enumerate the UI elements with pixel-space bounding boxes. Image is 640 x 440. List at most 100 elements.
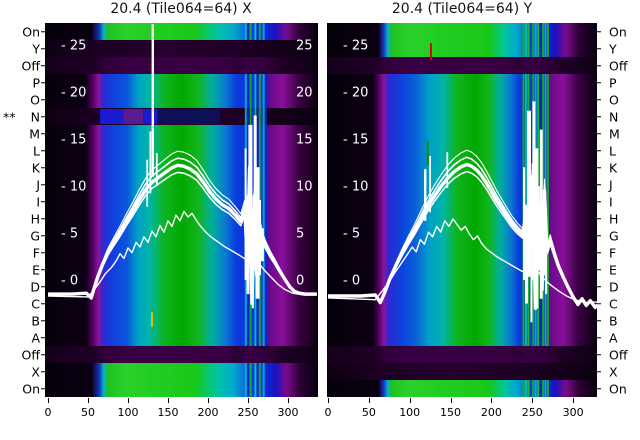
row-label-right: On xyxy=(609,381,627,396)
row-tick-left xyxy=(41,302,45,305)
row-label-left: Off xyxy=(21,347,40,362)
row-tick-right xyxy=(597,149,601,152)
row-label-left: B xyxy=(31,313,40,328)
row-label-left: Y xyxy=(32,41,40,56)
row-tick-right xyxy=(597,234,601,237)
row-tick-right xyxy=(597,47,601,50)
row-tick-right xyxy=(597,387,601,390)
x-tick-mark xyxy=(491,398,493,403)
row-tick-right xyxy=(597,285,601,288)
y-tick-label-inner-right: 25 xyxy=(296,39,313,54)
x-tick-mark xyxy=(368,398,370,403)
row-tick-left xyxy=(41,319,45,322)
x-tick-label: 150 xyxy=(157,406,179,419)
row-tick-left xyxy=(41,234,45,237)
x-tick-mark xyxy=(532,398,534,403)
row-tick-right xyxy=(597,302,601,305)
row-label-right: M xyxy=(609,126,620,141)
row-tick-right xyxy=(597,251,601,254)
x-tick-mark xyxy=(288,398,289,403)
x-tick-label: 300 xyxy=(277,406,299,419)
row-tick-left xyxy=(41,336,45,339)
row-label-right: B xyxy=(609,313,618,328)
y-tick-label-inner-right: 20 xyxy=(296,86,313,101)
row-label-right: On xyxy=(609,24,627,39)
row-label-right: Y xyxy=(609,41,617,56)
row-label-right: P xyxy=(609,75,617,90)
row-label-right: N xyxy=(609,109,619,124)
x-tick-label: 200 xyxy=(480,406,502,419)
right-panel-title: 20.4 (Tile064=64) Y xyxy=(391,1,533,17)
row-tick-left xyxy=(41,370,45,373)
row-tick-left xyxy=(41,285,45,288)
y-tick-label-inner-left: - 0 xyxy=(61,274,78,289)
y-tick-label-inner-left: - 5 xyxy=(343,227,360,242)
row-label-left: L xyxy=(33,143,40,158)
row-label-right: X xyxy=(609,364,618,379)
row-label-right: D xyxy=(609,279,619,294)
row-label-right: L xyxy=(609,143,616,158)
heatmap-panel-y: - 25 - 20 - 15 - 10 - 5 - 0 xyxy=(327,23,597,397)
x-tick-mark xyxy=(88,398,89,403)
y-tick-label-inner-left: - 20 xyxy=(61,86,86,101)
x-tick-label: 250 xyxy=(521,406,543,419)
x-tick-mark xyxy=(168,398,169,403)
row-label-right: E xyxy=(609,262,617,277)
x-tick-label: 100 xyxy=(117,406,139,419)
row-tick-left xyxy=(41,166,45,169)
y-tick-label-inner-left: - 25 xyxy=(61,39,86,54)
row-tick-right xyxy=(597,183,601,186)
row-tick-left xyxy=(41,98,45,101)
x-tick-label: 250 xyxy=(237,406,259,419)
row-label-right: G xyxy=(609,228,619,243)
row-label-left: F xyxy=(32,245,40,260)
x-tick-mark xyxy=(573,398,575,403)
row-label-left: N xyxy=(30,109,40,124)
row-label-left: O xyxy=(30,92,40,107)
row-tick-right xyxy=(597,81,601,84)
row-label-left: D xyxy=(30,279,40,294)
row-tick-right xyxy=(597,64,601,67)
row-tick-right xyxy=(597,370,601,373)
y-tick-label-inner-right: 5 xyxy=(296,227,304,242)
x-tick-mark xyxy=(328,398,329,403)
star-marker: ** xyxy=(3,109,16,124)
row-tick-right xyxy=(597,336,601,339)
row-tick-right xyxy=(597,30,601,33)
row-label-left: X xyxy=(31,364,40,379)
row-label-left: J xyxy=(36,177,40,192)
row-label-right: K xyxy=(609,160,618,175)
x-tick-mark xyxy=(248,398,249,403)
row-tick-left xyxy=(41,217,45,220)
row-tick-right xyxy=(597,98,601,101)
row-label-right: J xyxy=(609,177,613,192)
x-tick-label: 100 xyxy=(399,406,421,419)
row-tick-left xyxy=(41,183,45,186)
x-tick-label: 50 xyxy=(361,406,376,419)
x-tick-mark xyxy=(128,398,129,403)
row-tick-right xyxy=(597,132,601,135)
row-tick-left xyxy=(41,200,45,203)
row-tick-left xyxy=(41,353,45,356)
left-panel-title: 20.4 (Tile064=64) X xyxy=(110,1,252,17)
row-tick-left xyxy=(41,268,45,271)
y-tick-label-inner-left: - 20 xyxy=(343,86,368,101)
row-tick-right xyxy=(597,166,601,169)
row-label-right: F xyxy=(609,245,617,260)
x-tick-label: 0 xyxy=(324,406,332,419)
y-tick-label-inner-left: - 15 xyxy=(61,133,86,148)
row-label-left: K xyxy=(31,160,40,175)
row-tick-right xyxy=(597,217,601,220)
row-label-left: A xyxy=(31,330,40,345)
x-tick-label: 150 xyxy=(440,406,462,419)
row-label-right: A xyxy=(609,330,618,345)
y-tick-label-inner-left: - 10 xyxy=(343,180,368,195)
row-tick-left xyxy=(41,47,45,50)
row-label-left: Off xyxy=(21,58,40,73)
row-label-right: H xyxy=(609,211,619,226)
row-tick-right xyxy=(597,353,601,356)
x-tick-mark xyxy=(450,398,452,403)
row-label-left: E xyxy=(32,262,40,277)
x-tick-label: 300 xyxy=(562,406,584,419)
